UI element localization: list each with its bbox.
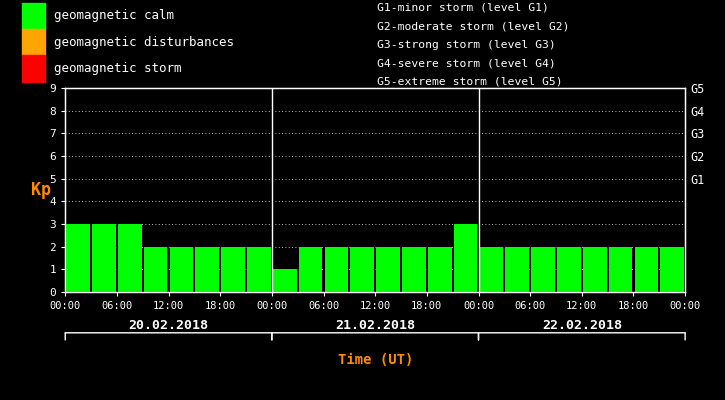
Bar: [454, 224, 478, 292]
Bar: [221, 247, 245, 292]
Text: 22.02.2018: 22.02.2018: [542, 318, 622, 332]
Bar: [66, 224, 90, 292]
Bar: [299, 247, 323, 292]
Bar: [505, 247, 529, 292]
Bar: [22, 3, 45, 29]
Text: 20.02.2018: 20.02.2018: [128, 318, 209, 332]
Bar: [350, 247, 374, 292]
Bar: [479, 247, 503, 292]
Bar: [428, 247, 452, 292]
Bar: [325, 247, 348, 292]
Bar: [531, 247, 555, 292]
Text: G5-extreme storm (level G5): G5-extreme storm (level G5): [377, 76, 563, 86]
Bar: [557, 247, 581, 292]
Bar: [118, 224, 141, 292]
Text: G2-moderate storm (level G2): G2-moderate storm (level G2): [377, 21, 570, 31]
Text: G3-strong storm (level G3): G3-strong storm (level G3): [377, 40, 556, 50]
Text: Time (UT): Time (UT): [338, 353, 413, 367]
Bar: [376, 247, 400, 292]
Bar: [92, 224, 116, 292]
Bar: [609, 247, 632, 292]
Bar: [660, 247, 684, 292]
Bar: [273, 269, 297, 292]
Bar: [634, 247, 658, 292]
Bar: [22, 29, 45, 56]
Bar: [583, 247, 607, 292]
Y-axis label: Kp: Kp: [31, 181, 51, 199]
Text: G1-minor storm (level G1): G1-minor storm (level G1): [377, 3, 549, 13]
Text: geomagnetic storm: geomagnetic storm: [54, 62, 181, 75]
Text: geomagnetic disturbances: geomagnetic disturbances: [54, 36, 233, 49]
Text: geomagnetic calm: geomagnetic calm: [54, 9, 174, 22]
Bar: [402, 247, 426, 292]
Bar: [144, 247, 167, 292]
Bar: [170, 247, 194, 292]
Bar: [196, 247, 219, 292]
Bar: [22, 56, 45, 82]
Text: 21.02.2018: 21.02.2018: [335, 318, 415, 332]
Text: G4-severe storm (level G4): G4-severe storm (level G4): [377, 58, 556, 68]
Bar: [247, 247, 271, 292]
